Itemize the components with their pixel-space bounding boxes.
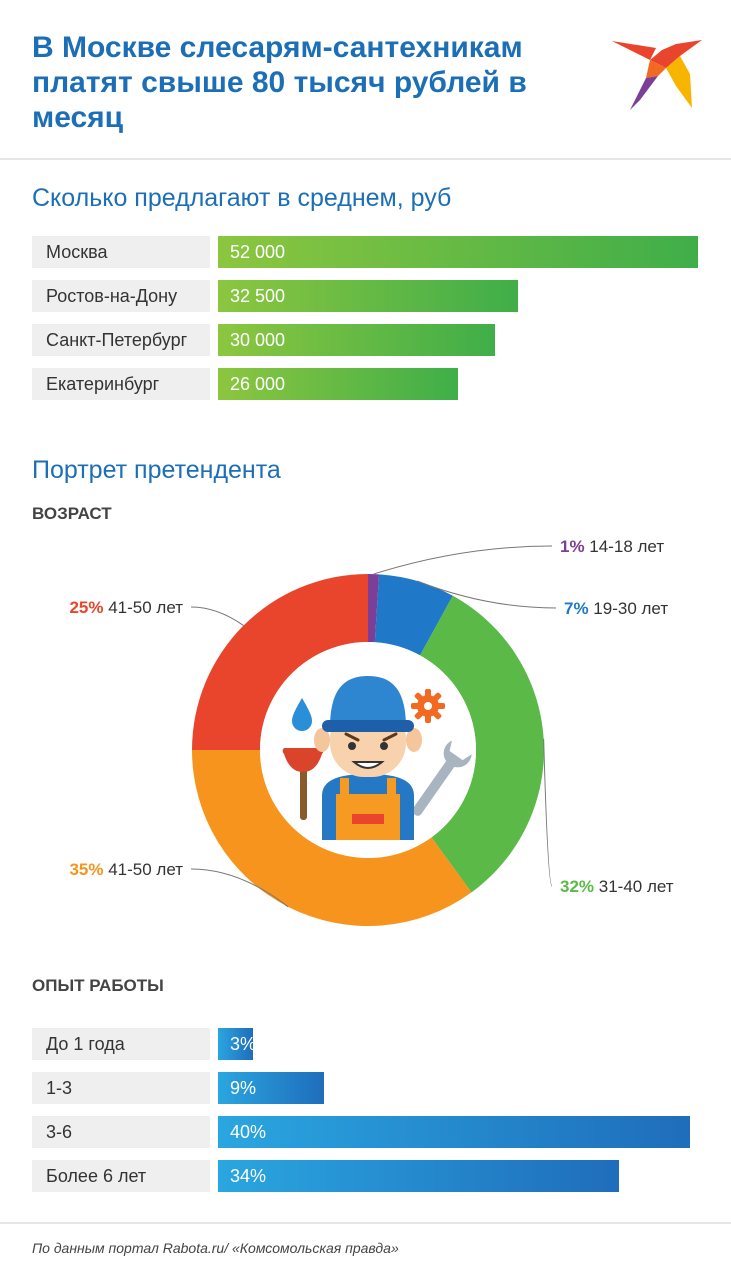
salary-bar-label: Екатеринбург: [32, 368, 210, 400]
experience-bar-label: Более 6 лет: [32, 1160, 210, 1192]
header-divider: [0, 158, 731, 160]
donut-leader-line: [190, 868, 289, 908]
experience-bar: [218, 1160, 619, 1192]
salary-bar: [218, 280, 518, 312]
salary-section-title: Сколько предлагают в среднем, руб: [32, 184, 452, 212]
salary-bar-row: Ростов-на-Дону 32 500: [32, 280, 722, 312]
experience-subtitle: ОПЫТ РАБОТЫ: [32, 976, 164, 995]
experience-bar: [218, 1028, 253, 1060]
salary-bar-value: 26 000: [230, 374, 286, 394]
salary-bar-value: 52 000: [230, 242, 286, 262]
experience-bar: [218, 1072, 324, 1104]
source-note: По данным портал Rabota.ru/ «Комсомольск…: [32, 1240, 399, 1256]
donut-label: 35% 41-50 лет: [69, 860, 183, 879]
experience-bar-label: 3-6: [32, 1116, 210, 1148]
age-donut-chart: 1% 14-18 лет 7% 19-30 лет 32% 31-40 лет 35%…: [69, 537, 674, 926]
experience-bar-value: 34%: [230, 1166, 267, 1186]
donut-leader-line: [373, 545, 553, 575]
donut-label: 7% 19-30 лет: [564, 599, 668, 618]
experience-bar-row: Более 6 лет 34%: [32, 1160, 722, 1192]
experience-bar-value: 3%: [230, 1034, 257, 1054]
footer-divider: [0, 1222, 731, 1224]
salary-bar: [218, 324, 495, 356]
salary-bar-value: 32 500: [230, 286, 286, 306]
experience-bar: [218, 1116, 690, 1148]
experience-bar-value: 9%: [230, 1078, 257, 1098]
portrait-section-title: Портрет претендента: [32, 456, 281, 484]
salary-bar-label: Санкт-Петербург: [32, 324, 210, 356]
swallow-bird-logo: [612, 40, 702, 110]
donut-leader-line: [416, 580, 557, 609]
donut-leader-line: [543, 738, 553, 887]
page-title: В Москве слесарям-сантехникам платят свы…: [32, 31, 527, 134]
donut-slice: [374, 574, 453, 656]
salary-bar-label: Москва: [32, 236, 210, 268]
salary-bar-row: Екатеринбург 26 000: [32, 368, 722, 400]
donut-slice: [192, 574, 368, 750]
donut-label: 32% 31-40 лет: [560, 877, 674, 896]
donut-label: 1% 14-18 лет: [560, 537, 664, 556]
salary-bar: [218, 368, 458, 400]
experience-bar-row: До 1 года 3%: [32, 1028, 722, 1060]
salary-bar: [218, 236, 698, 268]
experience-bar-row: 1-3 9%: [32, 1072, 722, 1104]
salary-bar-row: Москва 52 000: [32, 236, 722, 268]
experience-bar-row: 3-6 40%: [32, 1116, 722, 1148]
salary-bar-row: Санкт-Петербург 30 000: [32, 324, 722, 356]
salary-bar-value: 30 000: [230, 330, 286, 350]
donut-slice: [420, 595, 544, 893]
age-subtitle: ВОЗРАСТ: [32, 504, 112, 523]
salary-bar-label: Ростов-на-Дону: [32, 280, 210, 312]
donut-slice: [368, 574, 380, 643]
experience-bar-value: 40%: [230, 1122, 267, 1142]
plumber-icon: [282, 676, 472, 840]
donut-leader-line: [190, 606, 244, 626]
donut-slice: [192, 750, 472, 926]
donut-label: 25% 41-50 лет: [69, 598, 183, 617]
experience-bar-label: 1-3: [32, 1072, 210, 1104]
experience-bar-label: До 1 года: [32, 1028, 210, 1060]
